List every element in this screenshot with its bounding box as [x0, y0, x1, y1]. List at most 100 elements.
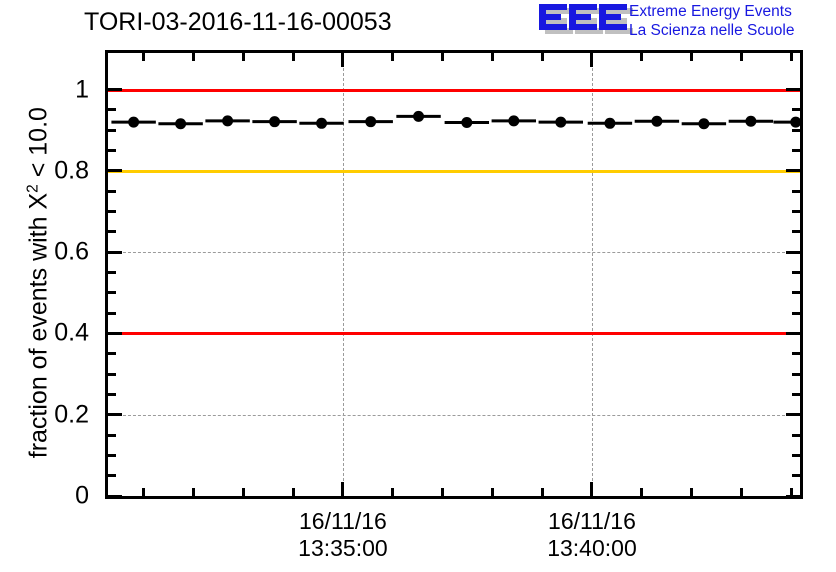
x-tick-label: 16/11/16 13:40:00: [547, 508, 637, 562]
x-axis-major-tick: [341, 482, 345, 496]
y-axis-minor-tick: [108, 474, 116, 478]
y-axis-minor-tick: [108, 291, 116, 295]
x-axis-minor-tick: [540, 488, 544, 496]
y-axis-minor-tick-right: [792, 311, 800, 315]
y-axis-minor-tick: [108, 108, 116, 112]
y-axis-major-tick: [108, 250, 122, 254]
threshold-line-0_8: [108, 169, 800, 173]
x-tick-label-time: 13:40:00: [547, 535, 637, 561]
x-axis-minor-tick-top: [391, 53, 395, 61]
y-axis-minor-tick-right: [792, 372, 800, 376]
y-axis-minor-tick: [108, 392, 116, 396]
y-tick-label: 0.6: [54, 237, 89, 266]
y-axis-minor-tick: [108, 311, 116, 315]
x-axis-minor-tick: [391, 488, 395, 496]
x-axis-minor-tick: [490, 488, 494, 496]
data-point: [365, 116, 377, 128]
y-axis-minor-tick-right: [792, 433, 800, 437]
x-tick-label-time: 13:35:00: [298, 535, 388, 561]
y-axis-minor-tick: [108, 453, 116, 457]
y-axis-major-tick: [108, 169, 122, 173]
y-tick-label-group: 0 0.2 0.4 0.6 0.8 1: [0, 50, 97, 509]
y-tick-label: 0.8: [54, 156, 89, 185]
x-axis-minor-tick-top: [739, 53, 743, 61]
x-axis-minor-tick-top: [789, 53, 793, 61]
x-axis-major-tick-top: [341, 53, 345, 67]
y-tick-label: 1: [75, 75, 89, 104]
y-axis-major-tick-right: [786, 331, 800, 335]
x-axis-minor-tick-top: [241, 53, 245, 61]
x-tick-label: 16/11/16 13:35:00: [298, 508, 388, 562]
plot-frame: [105, 50, 803, 499]
x-axis-major-tick: [590, 482, 594, 496]
x-axis-major-tick-top: [590, 53, 594, 67]
data-point: [698, 118, 710, 130]
y-axis-minor-tick: [108, 128, 116, 132]
data-point: [508, 115, 520, 127]
y-axis-minor-tick: [108, 433, 116, 437]
x-axis-minor-tick-top: [192, 53, 196, 61]
x-axis-minor-tick: [291, 488, 295, 496]
x-axis-minor-tick-top: [142, 53, 146, 61]
x-axis-minor-tick-top: [441, 53, 445, 61]
y-tick-label: 0.4: [54, 318, 89, 347]
y-axis-major-tick: [108, 413, 122, 417]
y-axis-minor-tick-right: [792, 189, 800, 193]
data-point: [651, 115, 663, 127]
x-axis-minor-tick: [142, 488, 146, 496]
y-axis-minor-tick-right: [792, 210, 800, 213]
threshold-line-0_4: [108, 332, 800, 336]
x-axis-minor-tick: [739, 488, 743, 496]
y-axis-minor-tick: [108, 189, 116, 193]
x-tick-label-date: 16/11/16: [548, 508, 636, 534]
y-axis-minor-tick-right: [792, 149, 800, 153]
y-axis-minor-tick: [108, 230, 116, 234]
data-series: [111, 110, 800, 130]
y-axis-minor-tick-right: [792, 108, 800, 112]
x-axis-minor-tick: [640, 488, 644, 496]
y-axis-minor-tick: [108, 149, 116, 153]
x-axis-minor-tick: [690, 488, 694, 496]
y-axis-major-tick-right: [786, 494, 800, 496]
eee-logo: Extreme Energy Events La Scienza nelle S…: [537, 3, 836, 45]
y-axis-minor-tick-right: [792, 392, 800, 396]
y-axis-major-tick-right: [786, 88, 800, 92]
y-axis-minor-tick-right: [792, 270, 800, 274]
x-tick-label-date: 16/11/16: [299, 508, 387, 534]
y-axis-major-tick-right: [786, 250, 800, 254]
logo-line-1: Extreme Energy Events: [629, 3, 792, 20]
x-axis-minor-tick: [192, 488, 196, 496]
x-axis-minor-tick-top: [540, 53, 544, 61]
x-axis-minor-tick-top: [291, 53, 295, 61]
x-axis-minor-tick: [241, 488, 245, 496]
x-axis-minor-tick: [789, 488, 793, 496]
y-axis-minor-tick: [108, 352, 116, 356]
data-point: [790, 116, 800, 128]
y-axis-minor-tick: [108, 372, 116, 376]
y-axis-major-tick: [108, 88, 122, 92]
x-tick-label-group: 16/11/16 13:35:00 16/11/16 13:40:00: [105, 505, 803, 569]
y-axis-minor-tick-right: [792, 474, 800, 478]
y-axis-minor-tick: [108, 210, 116, 213]
x-axis-minor-tick-top: [690, 53, 694, 61]
y-axis-minor-tick-right: [792, 128, 800, 132]
y-axis-minor-tick-right: [792, 230, 800, 234]
data-point: [413, 110, 425, 122]
x-axis-minor-tick-top: [490, 53, 494, 61]
y-axis-minor-tick-right: [792, 352, 800, 356]
threshold-line-1: [108, 88, 800, 92]
x-axis-minor-tick: [441, 488, 445, 496]
y-axis-minor-tick-right: [792, 291, 800, 295]
plot-area: [108, 53, 800, 496]
data-point: [461, 116, 473, 128]
page-title: TORI-03-2016-11-16-00053: [84, 8, 392, 36]
y-axis-major-tick-right: [786, 413, 800, 417]
data-point: [555, 116, 567, 128]
data-point: [604, 117, 616, 129]
y-tick-label: 0: [75, 481, 89, 510]
y-axis-minor-tick: [108, 270, 116, 274]
y-axis-major-tick-right: [786, 169, 800, 173]
data-point: [745, 115, 757, 127]
data-point: [175, 118, 187, 130]
